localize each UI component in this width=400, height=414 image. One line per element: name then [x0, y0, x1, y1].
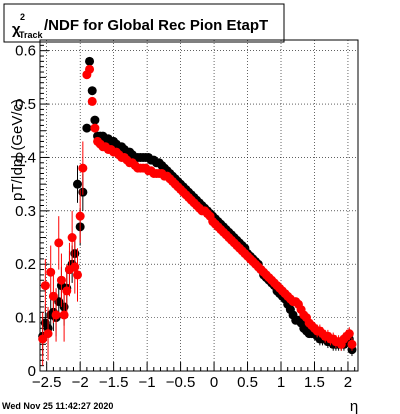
x-tick-label: 0 [210, 374, 218, 391]
x-tick-label: 2 [344, 374, 352, 391]
data-point [78, 163, 88, 173]
data-point [344, 329, 354, 339]
data-point [347, 339, 357, 349]
data-point [90, 123, 100, 133]
x-tick-label: 0.5 [237, 374, 258, 391]
y-tick-label: 0.3 [15, 203, 36, 220]
data-point [87, 86, 97, 96]
data-point [72, 270, 82, 280]
y-axis-label: pT/|dp| (GeV/c) [9, 99, 26, 201]
timestamp: Wed Nov 25 11:42:27 2020 [2, 401, 113, 411]
title-box: χ 2 Track /NDF for Global Rec Pion EtapT [3, 3, 285, 43]
title-chi: χ [12, 21, 21, 38]
data-point [85, 56, 95, 66]
data-point [43, 329, 53, 339]
tick-labels: −2.5 −2 −1.5 −1 −0.5 0 0.5 1 1.5 2 0 0.1 0.2 0.3 0.4 0.… [15, 43, 352, 391]
x-tick-label: −2 [72, 374, 89, 391]
title-sub: Track [19, 30, 44, 40]
data-point [75, 211, 85, 221]
data-point [67, 233, 77, 243]
data-point [54, 238, 64, 248]
y-tick-label: 0.4 [15, 149, 36, 166]
data-point [51, 310, 61, 320]
x-tick-label: 1 [277, 374, 285, 391]
title-text: /NDF for Global Rec Pion EtapT [44, 17, 268, 34]
x-tick-label: −2.5 [32, 374, 62, 391]
data-point [90, 115, 100, 125]
x-tick-label: 1.5 [304, 374, 325, 391]
series-1 [38, 64, 357, 366]
y-tick-label: 0.6 [15, 43, 36, 60]
data-point [72, 179, 82, 189]
data-point [56, 275, 66, 285]
plot-frame [39, 39, 359, 372]
y-tick-label: 0.1 [15, 310, 36, 327]
x-tick-label: −0.5 [166, 374, 196, 391]
series-layer [38, 56, 357, 366]
y-tick-label: 0 [28, 363, 36, 380]
title-frame [3, 3, 285, 43]
data-point [82, 123, 92, 133]
y-tick-label: 0.2 [15, 256, 36, 273]
x-axis-label: η [350, 398, 358, 414]
data-point [85, 64, 95, 74]
data-point [40, 281, 50, 291]
x-tick-label: −1.5 [99, 374, 129, 391]
x-tick-label: −1 [139, 374, 156, 391]
data-point [87, 96, 97, 106]
y-tick-label: 0.5 [15, 96, 36, 113]
title-sup: 2 [20, 12, 25, 22]
